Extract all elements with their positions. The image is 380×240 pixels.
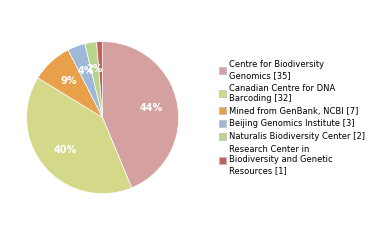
Text: 9%: 9%: [61, 76, 77, 86]
Text: 44%: 44%: [139, 103, 163, 113]
Legend: Centre for Biodiversity
Genomics [35], Canadian Centre for DNA
Barcoding [32], M: Centre for Biodiversity Genomics [35], C…: [217, 59, 367, 176]
Wedge shape: [27, 78, 132, 194]
Text: 2%: 2%: [87, 64, 103, 74]
Text: 4%: 4%: [77, 66, 94, 76]
Wedge shape: [68, 44, 103, 118]
Wedge shape: [85, 42, 103, 118]
Text: 40%: 40%: [54, 145, 77, 155]
Wedge shape: [97, 42, 103, 118]
Wedge shape: [38, 50, 103, 118]
Wedge shape: [103, 42, 179, 188]
